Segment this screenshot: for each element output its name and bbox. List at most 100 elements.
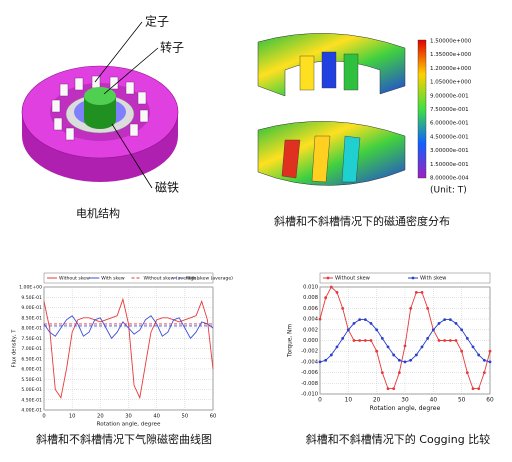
data-point — [386, 387, 390, 391]
data-point — [420, 290, 424, 294]
data-point — [369, 339, 373, 342]
data-point — [397, 371, 401, 374]
y-axis-label: Torque, Nm — [288, 324, 294, 358]
x-tick-label: 30 — [125, 414, 132, 420]
data-point — [403, 360, 407, 364]
y-tick-label: 6.50E-01 — [21, 356, 42, 362]
data-point — [437, 321, 441, 325]
data-point — [409, 358, 413, 362]
legend-label: With skew — [101, 276, 125, 282]
data-point — [403, 344, 407, 348]
y-tick-label: -0.010 — [301, 392, 318, 398]
caption: 斜槽和不斜槽情况下的 Cogging 比较 — [306, 432, 490, 446]
y-tick-label: 7.50E-01 — [21, 336, 42, 342]
x-tick-label: 20 — [373, 398, 381, 404]
x-tick-label: 60 — [486, 398, 494, 404]
legend-label: With skew — [420, 276, 447, 282]
data-point — [363, 339, 367, 342]
data-point — [443, 339, 447, 342]
y-tick-label: 0.004 — [303, 317, 319, 323]
data-point — [477, 387, 481, 391]
stator-label: 定子 — [145, 14, 169, 29]
data-point — [460, 328, 464, 332]
data-point — [335, 290, 339, 294]
x-tick-label: 10 — [345, 398, 353, 404]
data-point — [477, 353, 481, 357]
data-point — [431, 328, 435, 332]
series-line — [43, 315, 214, 340]
data-point — [482, 358, 486, 362]
y-tick-label: 4.50E-01 — [21, 397, 42, 403]
colorbar-label: 3.00000e-001 — [430, 148, 469, 154]
data-point — [352, 321, 356, 325]
y-tick-label: 6.00E-01 — [21, 367, 42, 373]
data-point — [426, 336, 430, 340]
legend-label: Without skew — [59, 276, 90, 282]
data-point — [420, 345, 424, 349]
data-point — [426, 307, 430, 310]
flux-drawing — [257, 33, 427, 186]
colorbar-label: 8.00000e-004 — [430, 176, 469, 182]
y-tick-label: 0.006 — [303, 306, 318, 312]
legend-label: With skew (average) — [186, 276, 233, 282]
legend-box — [319, 272, 491, 284]
x-tick-label: 40 — [153, 414, 160, 420]
data-point — [443, 318, 447, 322]
y-tick-label: -0.008 — [301, 381, 318, 387]
legend-label: Without skew — [335, 276, 371, 282]
data-point — [409, 307, 413, 310]
y-tick-label: 4.00E-01 — [21, 408, 42, 414]
data-point — [358, 339, 362, 342]
y-tick-label: 0.010 — [303, 285, 318, 291]
legend-label: Without skew (average) — [144, 276, 199, 282]
x-tick-label: 60 — [210, 414, 217, 420]
y-tick-label: -0.006 — [301, 370, 318, 376]
colorbar-label: 1.35000e+000 — [430, 52, 472, 58]
y-tick-label: 0.000 — [303, 338, 318, 344]
data-point — [397, 358, 401, 362]
data-point — [392, 387, 396, 391]
data-point — [465, 336, 469, 340]
legend-marker — [326, 276, 330, 280]
data-point — [324, 296, 328, 300]
x-tick-label: 40 — [430, 398, 438, 404]
caption: 斜槽和不斜槽情况下的磁通密度分布 — [274, 214, 450, 228]
caption: 斜槽和不斜槽情况下气隙磁密曲线图 — [36, 432, 212, 446]
data-point — [460, 349, 464, 353]
data-point — [346, 328, 350, 332]
y-tick-label: 8.50E-01 — [21, 315, 42, 321]
data-point — [318, 360, 322, 364]
data-point — [488, 349, 492, 353]
data-point — [380, 371, 384, 374]
x-tick-label: 50 — [182, 414, 189, 420]
data-point — [369, 321, 373, 325]
y-tick-label: -0.002 — [301, 349, 318, 355]
data-point — [324, 358, 328, 362]
data-point — [454, 339, 458, 342]
data-point — [454, 321, 458, 325]
data-point — [448, 339, 452, 342]
data-point — [392, 353, 396, 357]
y-tick-label: 9.00E-01 — [21, 305, 42, 311]
data-point — [363, 318, 367, 322]
y-tick-label: 5.00E-01 — [21, 387, 42, 393]
data-point — [341, 307, 345, 310]
legend-marker — [411, 276, 415, 280]
data-point — [471, 345, 475, 349]
rotor-label: 转子 — [160, 40, 184, 55]
series-line — [43, 297, 214, 400]
data-point — [352, 339, 356, 342]
y-tick-label: 0.008 — [303, 295, 318, 301]
magnet-label: 磁铁 — [155, 180, 179, 195]
data-point — [482, 371, 486, 374]
colorbar-label: 1.20000e+000 — [430, 66, 472, 72]
x-tick-label: 50 — [458, 398, 466, 404]
y-tick-label: 7.00E-01 — [21, 346, 42, 352]
data-point — [329, 285, 333, 289]
y-tick-label: 1.00E+00 — [19, 285, 42, 291]
x-axis-label: Rotation angle, degree — [97, 422, 161, 428]
data-point — [329, 353, 333, 357]
x-axis-label: Rotation angle, degree — [370, 405, 441, 412]
data-point — [380, 336, 384, 340]
